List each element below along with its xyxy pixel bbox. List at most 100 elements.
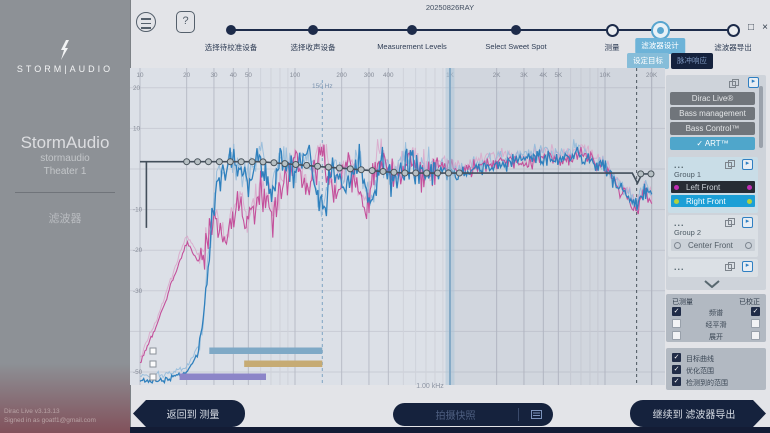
svg-text:400: 400: [383, 72, 394, 79]
svg-text:-50: -50: [133, 369, 143, 376]
take-snapshot-button[interactable]: 拍摄快照: [393, 403, 553, 426]
group-link-icon[interactable]: [725, 218, 736, 228]
range-bar[interactable]: [179, 373, 267, 381]
svg-text:20: 20: [183, 72, 191, 79]
overlay-checkbox-优化范围[interactable]: ✓: [672, 365, 681, 374]
project-title: 20250826RAY: [425, 3, 475, 12]
channel-name: Right Front: [686, 196, 726, 206]
step-label: 滤波器导出: [714, 43, 752, 52]
channel-row-center-front[interactable]: Center Front: [671, 239, 755, 251]
svg-text:20: 20: [133, 85, 141, 92]
device-name: stormaudio: [40, 153, 90, 164]
expand-channels-chevron[interactable]: [704, 280, 720, 288]
mode-button-art[interactable]: ✓ ART™: [670, 137, 755, 150]
step-label-current[interactable]: 滤波器设计: [635, 38, 685, 54]
group-menu-icon[interactable]: ...: [674, 160, 685, 170]
mode-button-basscontrol[interactable]: Bass Control™: [670, 122, 755, 135]
range-bar-checkbox[interactable]: [149, 373, 157, 381]
subtab-active[interactable]: 设定目标: [627, 53, 669, 69]
group-link-icon[interactable]: [725, 262, 736, 272]
cursor-frequency-label: 1.00 kHz: [416, 383, 444, 390]
channel-row-right-front[interactable]: Right Front: [671, 195, 755, 207]
help-button[interactable]: ?: [176, 11, 195, 33]
brand-logo: STORM|AUDIO: [16, 64, 114, 74]
close-button[interactable]: ×: [762, 22, 768, 33]
sidebar-divider: [15, 192, 115, 193]
channel-row-left-front[interactable]: Left Front: [671, 181, 755, 193]
frequency-cursor-line: [449, 68, 451, 385]
app-version: Dirac Live v3.13.13: [4, 408, 60, 415]
range-bar-checkbox[interactable]: [149, 360, 157, 368]
popout-icon[interactable]: ▸: [742, 261, 753, 272]
range-bar[interactable]: [244, 360, 323, 368]
snapshot-label: 拍摄快照: [435, 411, 476, 422]
corrected-checkbox-经平滑[interactable]: [751, 319, 760, 328]
hf-shaded-region: [450, 68, 665, 385]
range-bar[interactable]: [209, 347, 323, 355]
snapshot-list-icon[interactable]: [519, 409, 553, 420]
overlay-checkbox-目标曲线[interactable]: ✓: [672, 353, 681, 362]
group-link-icon[interactable]: [729, 79, 740, 89]
back-to-measure-button[interactable]: 返回到 测量: [133, 400, 245, 427]
crossover-range-bars: [149, 347, 323, 381]
step-dot-done[interactable]: [226, 25, 236, 35]
measured-checkbox-频谱[interactable]: ✓: [672, 307, 681, 316]
channel-color-dot: [674, 198, 679, 204]
svg-text:10: 10: [136, 72, 144, 79]
frequency-response-chart[interactable]: 150 Hz10203040501002003004001K2K3K4K5K10…: [130, 68, 665, 385]
svg-text:100: 100: [290, 72, 301, 79]
filter-design-subtabs: 设定目标 脉冲响应: [627, 53, 713, 69]
hamburger-menu-button[interactable]: [136, 12, 156, 32]
stepper-line: [231, 29, 733, 31]
corrected-column-header: 已校正: [739, 299, 760, 306]
overlay-checkbox-检测到的范围[interactable]: ✓: [672, 377, 681, 386]
svg-text:30: 30: [210, 72, 218, 79]
measured-checkbox-展开[interactable]: [672, 331, 681, 340]
channel-color-dot: [674, 241, 681, 249]
curve-row-label: 展开: [709, 334, 723, 341]
popout-icon[interactable]: ▸: [742, 217, 753, 228]
svg-text:2K: 2K: [493, 72, 502, 79]
popout-icon[interactable]: ▸: [742, 159, 753, 170]
svg-text:300: 300: [364, 72, 375, 79]
step-label: 选择待校准设备: [204, 43, 258, 52]
svg-text:3K: 3K: [520, 72, 529, 79]
curve-measured-right-front: [139, 143, 653, 385]
mode-button-bassmanagement[interactable]: Bass management: [670, 107, 755, 120]
overlay-label: 目标曲线: [686, 356, 714, 363]
group-menu-icon[interactable]: ...: [674, 218, 685, 228]
step-dot-todo[interactable]: [606, 24, 619, 37]
channel-color-dot: [747, 198, 752, 204]
step-dot-todo[interactable]: [727, 24, 740, 37]
group-menu-icon[interactable]: ...: [674, 262, 685, 272]
curve-measured-right-front-alt: [139, 139, 652, 379]
corrected-checkbox-展开[interactable]: [751, 331, 760, 340]
range-bar-checkbox[interactable]: [149, 347, 157, 355]
panel-scrollbar[interactable]: [759, 86, 763, 148]
step-label: Measurement Levels: [377, 42, 447, 51]
popout-icon[interactable]: ▸: [748, 77, 759, 88]
group-box: ... ▸: [668, 259, 758, 277]
maximize-button[interactable]: □: [747, 22, 755, 33]
storm-bolt-icon: [61, 40, 69, 60]
target-curve: [140, 160, 652, 228]
group-link-icon[interactable]: [725, 160, 736, 170]
chart-svg: 150 Hz10203040501002003004001K2K3K4K5K10…: [130, 68, 665, 385]
sidebar-glow: [0, 363, 130, 433]
corrected-checkbox-频谱[interactable]: ✓: [751, 307, 760, 316]
sidebar: STORM|AUDIO StormAudio stormaudio Theate…: [0, 0, 131, 433]
subtab-inactive[interactable]: 脉冲响应: [671, 53, 713, 69]
continue-to-export-button[interactable]: 继续到 滤波器导出: [630, 400, 766, 427]
svg-text:4K: 4K: [539, 72, 548, 79]
measured-checkbox-经平滑[interactable]: [672, 319, 681, 328]
curve-row-label: 频谱: [709, 310, 723, 317]
svg-text:5K: 5K: [554, 72, 563, 79]
step-dot-done[interactable]: [511, 25, 521, 35]
step-dot-done[interactable]: [407, 25, 417, 35]
svg-text:-30: -30: [133, 288, 143, 295]
mode-button-diraclive[interactable]: Dirac Live®: [670, 92, 755, 105]
svg-text:10K: 10K: [599, 72, 611, 79]
overlay-label: 优化范围: [686, 368, 714, 375]
curve-row-label: 经平滑: [705, 322, 727, 329]
step-dot-done[interactable]: [308, 25, 318, 35]
